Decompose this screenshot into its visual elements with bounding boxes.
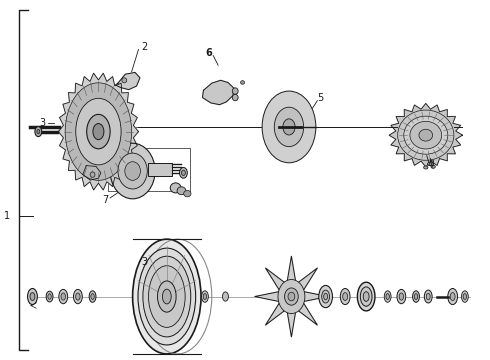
- Ellipse shape: [118, 153, 147, 189]
- Ellipse shape: [241, 81, 245, 84]
- Ellipse shape: [413, 291, 419, 302]
- Text: 3: 3: [39, 118, 45, 128]
- Ellipse shape: [148, 266, 185, 327]
- Ellipse shape: [357, 282, 375, 311]
- Ellipse shape: [30, 293, 35, 301]
- Ellipse shape: [426, 293, 430, 300]
- Text: 4: 4: [428, 160, 434, 170]
- Ellipse shape: [319, 285, 332, 308]
- Ellipse shape: [340, 288, 350, 305]
- Ellipse shape: [262, 91, 316, 163]
- Ellipse shape: [143, 256, 191, 337]
- Ellipse shape: [37, 130, 40, 134]
- Ellipse shape: [222, 292, 228, 301]
- Polygon shape: [295, 107, 313, 125]
- Ellipse shape: [278, 279, 305, 314]
- Text: 6: 6: [205, 48, 212, 58]
- Ellipse shape: [462, 291, 468, 302]
- Ellipse shape: [343, 293, 347, 301]
- Ellipse shape: [274, 107, 304, 147]
- Polygon shape: [83, 166, 101, 180]
- Ellipse shape: [450, 293, 455, 301]
- Ellipse shape: [48, 294, 51, 299]
- Ellipse shape: [162, 289, 171, 304]
- Ellipse shape: [133, 239, 201, 354]
- Ellipse shape: [65, 83, 132, 180]
- Ellipse shape: [431, 165, 435, 168]
- Ellipse shape: [76, 98, 121, 165]
- Ellipse shape: [91, 294, 94, 300]
- Ellipse shape: [415, 294, 417, 300]
- Polygon shape: [116, 72, 140, 90]
- Ellipse shape: [90, 172, 95, 177]
- Ellipse shape: [122, 78, 127, 83]
- Ellipse shape: [424, 290, 432, 303]
- Polygon shape: [202, 80, 234, 105]
- Ellipse shape: [404, 116, 448, 154]
- Ellipse shape: [177, 187, 186, 195]
- Ellipse shape: [27, 288, 37, 305]
- Ellipse shape: [125, 162, 141, 180]
- Ellipse shape: [363, 292, 369, 301]
- Ellipse shape: [397, 289, 406, 304]
- Ellipse shape: [360, 287, 372, 306]
- Ellipse shape: [181, 170, 185, 176]
- Ellipse shape: [448, 288, 458, 305]
- Text: 1: 1: [4, 211, 10, 221]
- Polygon shape: [58, 73, 139, 190]
- Ellipse shape: [324, 293, 328, 300]
- Ellipse shape: [87, 114, 110, 149]
- FancyBboxPatch shape: [148, 163, 172, 176]
- Ellipse shape: [184, 190, 191, 197]
- Ellipse shape: [74, 289, 82, 304]
- Ellipse shape: [201, 291, 208, 302]
- Ellipse shape: [283, 119, 295, 135]
- Ellipse shape: [410, 121, 441, 149]
- Ellipse shape: [35, 127, 42, 136]
- Text: 7: 7: [102, 195, 109, 205]
- Ellipse shape: [59, 289, 68, 304]
- Polygon shape: [265, 107, 282, 125]
- Polygon shape: [255, 256, 328, 337]
- Ellipse shape: [288, 292, 295, 301]
- Ellipse shape: [419, 129, 433, 141]
- Ellipse shape: [232, 88, 238, 94]
- Ellipse shape: [384, 291, 391, 302]
- Polygon shape: [295, 130, 313, 147]
- Ellipse shape: [138, 248, 196, 345]
- Ellipse shape: [399, 293, 404, 300]
- Ellipse shape: [93, 123, 104, 140]
- Ellipse shape: [463, 294, 466, 300]
- Ellipse shape: [232, 94, 238, 101]
- Ellipse shape: [158, 281, 176, 312]
- Text: 5: 5: [318, 93, 324, 103]
- Ellipse shape: [322, 290, 330, 303]
- Ellipse shape: [170, 183, 181, 193]
- Ellipse shape: [179, 167, 187, 178]
- Ellipse shape: [427, 162, 432, 166]
- Ellipse shape: [386, 294, 390, 300]
- Ellipse shape: [110, 143, 155, 199]
- Text: 3: 3: [142, 257, 148, 267]
- Ellipse shape: [75, 293, 80, 300]
- Text: 2: 2: [142, 42, 148, 52]
- Ellipse shape: [423, 166, 428, 169]
- Ellipse shape: [61, 293, 66, 300]
- Ellipse shape: [203, 294, 207, 300]
- Polygon shape: [284, 98, 294, 116]
- Polygon shape: [389, 103, 463, 167]
- Polygon shape: [265, 130, 282, 147]
- Ellipse shape: [285, 288, 298, 305]
- Ellipse shape: [89, 291, 96, 302]
- Polygon shape: [284, 138, 294, 156]
- Ellipse shape: [46, 291, 53, 302]
